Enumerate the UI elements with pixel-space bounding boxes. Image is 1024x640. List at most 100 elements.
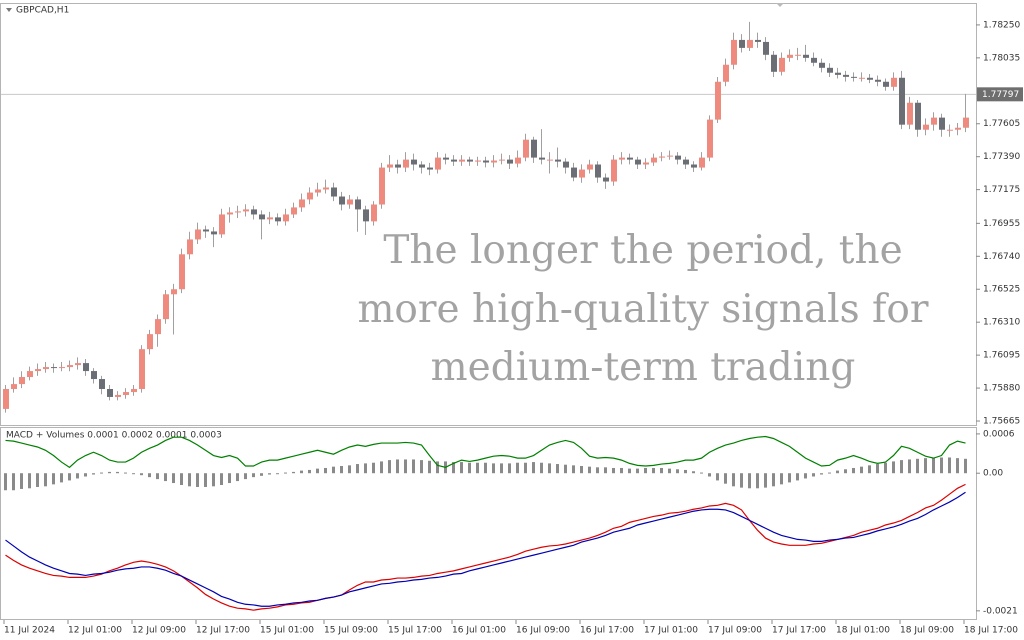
- candle-body: [643, 162, 649, 165]
- x-tick-label: 16 Jul 17:00: [580, 626, 634, 636]
- candle-body: [579, 169, 585, 178]
- annotation-line: more high-quality signals for: [357, 287, 928, 332]
- candle-body: [923, 124, 929, 130]
- y-tick-label: 1.76955: [983, 219, 1020, 229]
- histogram-bar: [340, 466, 343, 474]
- histogram-bar: [716, 473, 719, 481]
- histogram-bar: [196, 473, 199, 487]
- candle-body: [19, 377, 25, 385]
- histogram-bar: [68, 473, 71, 481]
- histogram-bar: [236, 473, 239, 482]
- y-tick-label: -0.0021: [983, 606, 1018, 616]
- candle-body: [59, 367, 65, 369]
- histogram-bar: [740, 473, 743, 488]
- candle-body: [427, 167, 433, 170]
- candle-body: [851, 76, 857, 78]
- candle-body: [315, 189, 321, 193]
- candle-body: [219, 214, 225, 235]
- histogram-bar: [692, 471, 695, 474]
- x-tick-label: 18 Jul 01:00: [836, 626, 890, 636]
- histogram-bar: [764, 473, 767, 488]
- histogram-bar: [556, 464, 559, 474]
- candle-body: [3, 388, 9, 409]
- histogram-bar: [132, 473, 135, 475]
- histogram-bar: [796, 473, 799, 481]
- histogram-bar: [212, 473, 215, 487]
- histogram-bar: [108, 471, 111, 474]
- histogram-bar: [140, 473, 143, 476]
- candle-body: [123, 392, 129, 395]
- candle-body: [291, 207, 297, 215]
- histogram-bar: [364, 463, 367, 474]
- y-tick-label: 1.78035: [983, 53, 1020, 63]
- candle-body: [403, 159, 409, 168]
- histogram-bar: [700, 472, 703, 474]
- histogram-bar: [828, 472, 831, 474]
- candle-body: [763, 41, 769, 55]
- histogram-bar: [20, 473, 23, 489]
- histogram-bar: [164, 473, 167, 482]
- histogram-bar: [76, 473, 79, 479]
- candle-body: [555, 159, 561, 162]
- histogram-bar: [396, 459, 399, 474]
- candle-body: [595, 164, 601, 178]
- candle-body: [875, 79, 881, 82]
- histogram-bar: [92, 473, 95, 475]
- candle-body: [355, 199, 361, 210]
- histogram-bar: [228, 473, 231, 484]
- candle-body: [259, 214, 265, 220]
- candle-body: [395, 164, 401, 168]
- candle-body: [91, 371, 97, 380]
- histogram-bar: [660, 467, 663, 474]
- candle-body: [11, 384, 17, 389]
- candle-body: [411, 159, 417, 165]
- candle-body: [491, 160, 497, 163]
- candle-body: [891, 77, 897, 87]
- candle-body: [435, 157, 441, 170]
- histogram-bar: [516, 462, 519, 474]
- histogram-bar: [748, 473, 751, 489]
- histogram-bar: [12, 473, 15, 491]
- candle-body: [267, 217, 273, 220]
- candle-body: [683, 159, 689, 165]
- histogram-bar: [604, 467, 607, 474]
- candle-body: [659, 156, 665, 158]
- candle-body: [803, 54, 809, 58]
- candle-body: [179, 254, 185, 290]
- candle-body: [251, 209, 257, 215]
- candle-body: [907, 102, 913, 125]
- menu-arrow[interactable]: [6, 8, 12, 12]
- histogram-bar: [324, 467, 327, 474]
- indicator-panel-frame: [0, 427, 977, 620]
- candle-body: [347, 199, 353, 205]
- histogram-bar: [772, 473, 775, 487]
- histogram-bar: [316, 468, 319, 474]
- histogram-bar: [348, 465, 351, 474]
- histogram-bar: [892, 461, 895, 474]
- x-tick-label: 15 Jul 01:00: [260, 626, 314, 636]
- candle-body: [131, 388, 137, 393]
- histogram-bar: [428, 460, 431, 474]
- histogram-bar: [300, 470, 303, 474]
- candle-body: [107, 388, 113, 397]
- candle-body: [819, 62, 825, 68]
- candle-body: [731, 39, 737, 65]
- price-panel-frame: [0, 3, 977, 426]
- histogram-bar: [380, 461, 383, 474]
- candle-body: [27, 371, 33, 378]
- histogram-bar: [876, 464, 879, 474]
- y-tick-label: 1.76095: [983, 351, 1020, 361]
- histogram-bar: [492, 463, 495, 474]
- histogram-bar: [356, 464, 359, 474]
- histogram-bar: [204, 473, 207, 487]
- histogram-bar: [884, 462, 887, 474]
- histogram-bar: [404, 459, 407, 474]
- candle-body: [843, 74, 849, 77]
- histogram-bar: [548, 463, 551, 474]
- histogram-bar: [652, 467, 655, 474]
- y-tick-label: 0.0006: [983, 429, 1015, 439]
- candle-body: [611, 159, 617, 182]
- candle-body: [387, 164, 393, 168]
- current-price-label: 1.77797: [982, 90, 1019, 100]
- histogram-bar: [148, 473, 151, 478]
